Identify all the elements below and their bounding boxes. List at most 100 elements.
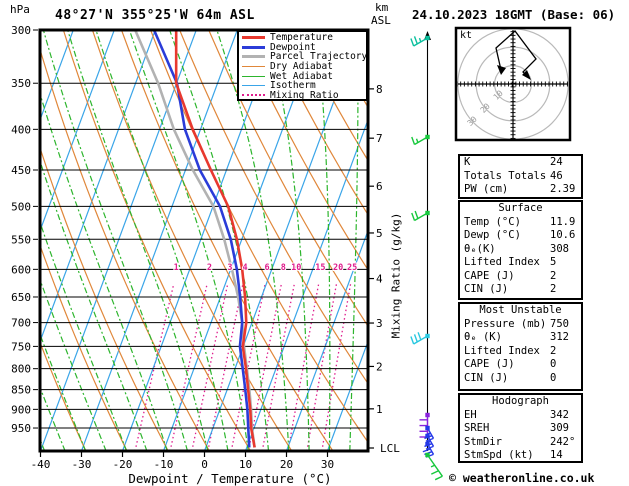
pressure-tick-label: 800 (11, 363, 31, 376)
dry-adiabat-line (179, 30, 368, 385)
legend-sample-thick-line-icon (242, 45, 265, 49)
table-row-value: 2.39 (550, 183, 576, 195)
table-row: Totals Totals 46 (460, 170, 581, 184)
legend-item-label: Dry Adiabat (270, 61, 333, 73)
wind-barb-feather (414, 210, 419, 219)
table-row: Lifted Index 2 (460, 345, 581, 359)
table-row-label: CIN (J) (464, 283, 509, 295)
mixing-ratio-value-label: 3 (227, 263, 232, 273)
table-row-value: 46 (550, 169, 563, 182)
wet-adiabat-line (169, 30, 270, 451)
isotherm-line (80, 30, 238, 451)
table-row-value: 0 (550, 371, 557, 384)
table-section: Hodograph EH 342 SREH 309 StmDir 242° StmSpd (k… (458, 393, 583, 463)
table-row-value: 5 (550, 256, 557, 268)
mixing-ratio-value-label: 20 (333, 263, 343, 273)
table-row: CIN (J) 0 (460, 372, 581, 386)
km-tick-label: 2 (376, 360, 383, 373)
mixing-ratio-value-label: 2 (207, 263, 212, 273)
table-row-label: Totals Totals (464, 169, 547, 182)
wet-adiabat-line (42, 30, 189, 451)
wind-barb-shaft (414, 136, 428, 146)
wet-adiabat-line (128, 30, 249, 451)
mixing-ratio-line (261, 283, 296, 451)
table-section-header: Surface (498, 202, 543, 214)
legend-item: Wet Adiabat (242, 71, 366, 81)
mixing-ratio-line (134, 283, 175, 451)
legend-item-label: Parcel Trajectory (270, 51, 368, 63)
wind-barb-shaft (414, 212, 428, 222)
km-tick-label: 7 (376, 132, 383, 145)
dry-adiabat-line (266, 30, 368, 216)
legend: Temperature Dewpoint Parcel Trajectory Dry … (237, 30, 368, 101)
pressure-tick-label: 550 (11, 233, 31, 246)
table-row: Lifted Index 5 (460, 256, 581, 270)
pressure-tick-label: 700 (11, 317, 31, 330)
table-row-value: 342 (550, 408, 569, 421)
dry-adiabat-line (40, 243, 128, 451)
hodograph-border (454, 26, 572, 142)
dry-adiabat-line (62, 30, 252, 451)
temp-tick-label: 30 (321, 458, 334, 471)
legend-item-label: Isotherm (270, 80, 316, 92)
table-row-label: SREH (464, 422, 490, 434)
pressure-tick-label: 400 (11, 123, 31, 136)
pressure-tick-label: 950 (11, 422, 31, 435)
mixing-ratio-value-label: 1 (174, 263, 179, 273)
isotherm-line (40, 30, 156, 344)
station-title: 48°27'N 355°25'W 64m ASL (55, 8, 255, 23)
table-row: Dewp (°C) 10.6 (460, 229, 581, 243)
pressure-unit-label: hPa (10, 3, 30, 16)
wind-barb-shaft (426, 443, 435, 455)
km-tick-label: 3 (376, 317, 383, 330)
wind-barb-feather (411, 212, 416, 221)
isotherm-line (40, 30, 74, 122)
table-section: Surface Temp (°C) 11.9 Dewp (°C) 10.6 θₑ(K) 30… (458, 200, 583, 300)
mixing-ratio-axis-label: Mixing Ratio (g/kg) (389, 212, 403, 339)
wind-barb-feather (430, 470, 439, 475)
dry-adiabat-line (208, 30, 368, 328)
wind-barb-feather (413, 334, 418, 343)
wind-barb-feather (434, 475, 443, 481)
legend-sample-thin-line-icon (242, 66, 265, 68)
pressure-tick-label: 300 (11, 24, 31, 37)
table-row: θₑ(K) 308 (460, 243, 581, 257)
wind-barb-feather (415, 138, 419, 143)
table-section-header: Most Unstable (479, 304, 562, 316)
table-row-value: 2 (550, 344, 557, 357)
dry-adiabat-line (40, 145, 169, 451)
table-row: CIN (J) 2 (460, 283, 581, 297)
mixing-ratio-value-label: 8 (281, 263, 286, 273)
wind-barb-shaft (426, 435, 435, 447)
temp-tick-label: -20 (113, 458, 133, 471)
table-row: StmDir 242° (460, 436, 581, 450)
dewpoint-line (152, 30, 251, 448)
altitude-unit-km-label: km (375, 1, 389, 14)
temp-tick-label: 20 (280, 458, 293, 471)
temp-tick-label: 10 (239, 458, 252, 471)
legend-sample-thick-line-icon (242, 36, 265, 40)
table-row-label: Dewp (°C) (464, 229, 521, 241)
copyright-text: © weatheronline.co.uk (449, 471, 595, 485)
table-row-label: Lifted Index (464, 344, 540, 357)
table-row-value: 312 (550, 331, 569, 343)
table-row-value: 11.9 (550, 215, 576, 228)
wind-barb-feather (422, 448, 431, 453)
table-row: PW (cm) 2.39 (460, 183, 581, 197)
pressure-tick-label: 750 (11, 340, 31, 353)
mixing-ratio-value-label: 25 (347, 263, 357, 273)
legend-item: Temperature (242, 33, 366, 43)
table-row-label: K (464, 156, 471, 168)
dry-adiabat-line (295, 30, 368, 162)
table-row-label: Lifted Index (464, 256, 540, 268)
table-row-label: EH (464, 408, 477, 421)
wind-barb-shaft (413, 335, 428, 345)
table-row-value: 24 (550, 156, 563, 168)
wet-adiabat-line (40, 159, 148, 451)
temp-tick-label: -30 (72, 458, 92, 471)
dry-adiabat-line (40, 340, 87, 451)
table-row: Temp (°C) 11.9 (460, 216, 581, 230)
table-section: Most Unstable Pressure (mb) 750 θₑ (K) 312 Li… (458, 302, 583, 391)
km-tick-label: 5 (376, 227, 383, 240)
wind-barb-feather (410, 336, 415, 345)
